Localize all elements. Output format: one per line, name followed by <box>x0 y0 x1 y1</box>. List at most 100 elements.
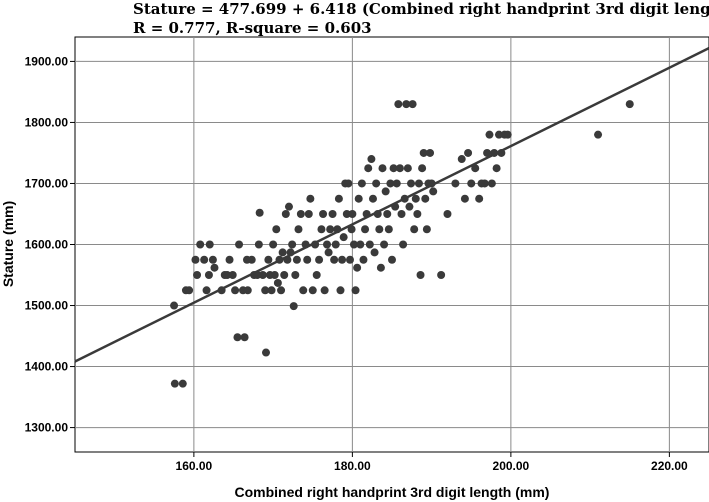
data-point <box>388 255 396 264</box>
regression-line-group <box>74 47 709 363</box>
data-point <box>269 240 278 249</box>
data-point <box>359 255 368 264</box>
data-point <box>395 164 404 173</box>
data-point <box>467 179 476 188</box>
data-point <box>255 208 264 217</box>
y-tick-label: 1600.00 <box>25 238 69 252</box>
data-point <box>403 164 412 173</box>
data-point <box>380 240 389 249</box>
data-point <box>402 100 411 109</box>
data-point <box>344 179 353 188</box>
data-point <box>375 225 384 234</box>
data-point <box>397 209 406 218</box>
data-point <box>392 179 401 188</box>
data-point <box>326 225 335 234</box>
data-point <box>324 248 333 257</box>
data-point <box>193 271 202 280</box>
data-point <box>394 100 403 109</box>
data-point <box>342 209 351 218</box>
axis-ticks: 1300.00 1400.00 1500.00 1600.00 1700.00 1800.… <box>25 54 688 473</box>
data-point <box>460 194 469 203</box>
data-point <box>267 286 276 295</box>
data-point <box>299 286 308 295</box>
data-point <box>416 271 425 280</box>
data-point <box>272 225 281 234</box>
data-point <box>339 233 348 242</box>
data-point <box>210 263 219 272</box>
data-point <box>364 164 373 173</box>
chart-title-line-2: R = 0.777, R-square = 0.603 <box>133 19 372 37</box>
data-point <box>349 240 358 249</box>
data-point <box>334 194 343 203</box>
data-point <box>317 225 326 234</box>
data-point <box>429 187 438 196</box>
data-point <box>457 155 466 164</box>
data-point <box>202 286 211 295</box>
data-point <box>278 248 287 257</box>
data-point <box>185 286 194 295</box>
data-point <box>361 225 370 234</box>
regression-line <box>74 47 709 363</box>
data-point <box>331 240 340 249</box>
data-point <box>247 255 256 264</box>
data-point <box>200 255 209 264</box>
data-point <box>353 263 362 272</box>
data-point <box>475 194 484 203</box>
data-point <box>389 164 398 173</box>
data-point <box>384 225 393 234</box>
data-point <box>405 202 414 211</box>
x-tick-label: 160.00 <box>176 459 213 473</box>
data-point <box>284 202 293 211</box>
data-point <box>296 209 305 218</box>
data-point <box>348 209 357 218</box>
data-point <box>281 209 290 218</box>
data-point <box>170 379 179 388</box>
data-point <box>204 271 213 280</box>
data-point <box>303 255 312 264</box>
data-point <box>270 271 279 280</box>
y-tick-label: 1300.00 <box>25 421 69 435</box>
data-point <box>351 286 360 295</box>
data-point <box>381 187 390 196</box>
data-point <box>294 225 303 234</box>
data-point <box>492 164 501 173</box>
data-point <box>407 179 416 188</box>
data-point <box>289 302 298 311</box>
data-point <box>323 240 332 249</box>
data-point <box>336 286 345 295</box>
x-axis-title: Combined right handprint 3rd digit lengt… <box>235 484 550 500</box>
data-point <box>347 225 356 234</box>
data-point <box>471 164 480 173</box>
data-point <box>258 271 267 280</box>
data-point <box>437 271 446 280</box>
data-point <box>354 194 363 203</box>
data-point <box>273 278 282 287</box>
data-point <box>191 255 200 264</box>
data-point <box>235 240 244 249</box>
data-point <box>365 240 374 249</box>
data-point <box>319 209 328 218</box>
data-point <box>356 240 365 249</box>
scatter-points <box>170 100 634 388</box>
data-point <box>370 248 379 257</box>
data-point <box>306 194 315 203</box>
data-point <box>378 164 387 173</box>
data-point <box>485 130 494 139</box>
data-point <box>312 271 321 280</box>
y-tick-label: 1400.00 <box>25 360 69 374</box>
data-point <box>240 333 249 342</box>
data-point <box>376 263 385 272</box>
data-point <box>277 286 286 295</box>
y-tick-label: 1700.00 <box>25 176 69 190</box>
data-point <box>315 255 324 264</box>
data-point <box>233 333 242 342</box>
data-point <box>418 164 427 173</box>
data-point <box>413 209 422 218</box>
data-point <box>208 255 217 264</box>
data-point <box>291 271 300 280</box>
data-point <box>367 155 376 164</box>
data-point <box>196 240 205 249</box>
data-point <box>223 271 232 280</box>
data-point <box>503 130 512 139</box>
